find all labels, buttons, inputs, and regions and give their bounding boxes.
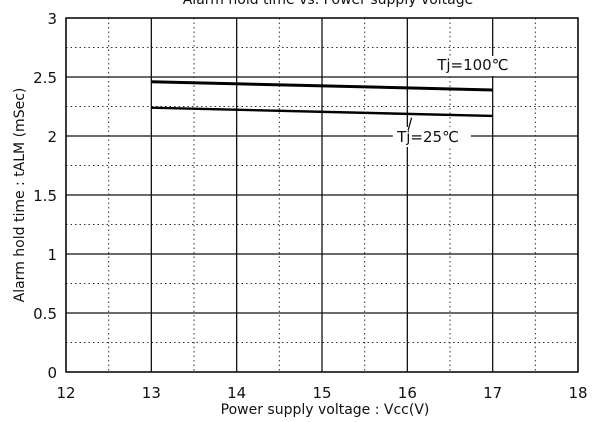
series-label-tj100: Tj=100℃ bbox=[436, 56, 508, 74]
x-axis-label: Power supply voltage : Vcc(V) bbox=[221, 402, 430, 418]
y-tick-label: 1 bbox=[47, 246, 57, 264]
x-tick-label: 17 bbox=[483, 384, 502, 402]
series-label-bg bbox=[392, 127, 471, 147]
plot-frame bbox=[65, 17, 579, 373]
series-label-bg bbox=[432, 56, 513, 76]
x-tick-labels: 12 13 14 15 16 17 18 bbox=[56, 384, 587, 402]
y-tick-label: 2 bbox=[47, 128, 57, 146]
x-tick-label: 14 bbox=[227, 384, 246, 402]
y-tick-label: 0.5 bbox=[33, 305, 57, 323]
y-axis-label: Alarm hold time : tALM (mSec) bbox=[12, 88, 28, 303]
y-tick-label: 2.5 bbox=[33, 69, 57, 87]
y-tick-label: 1.5 bbox=[33, 187, 57, 205]
x-tick-label: 18 bbox=[568, 384, 587, 402]
y-tick-label: 0 bbox=[47, 364, 57, 382]
x-tick-label: 15 bbox=[312, 384, 331, 402]
x-tick-label: 13 bbox=[142, 384, 161, 402]
series-label-tj25: Tj=25℃ bbox=[396, 128, 459, 146]
x-tick-label: 16 bbox=[398, 384, 417, 402]
series-line-tj25 bbox=[151, 106, 493, 118]
series-line-tj100 bbox=[151, 80, 493, 92]
chart-title: Alarm hold time vs. Power supply voltage bbox=[183, 0, 474, 8]
x-tick-label: 12 bbox=[56, 384, 75, 402]
series-group: Tj=100℃ Tj=25℃ bbox=[151, 56, 513, 147]
y-tick-label: 3 bbox=[47, 10, 57, 28]
y-tick-labels: 0 0.5 1 1.5 2 2.5 3 bbox=[33, 10, 57, 382]
series-label-leader bbox=[407, 117, 413, 131]
